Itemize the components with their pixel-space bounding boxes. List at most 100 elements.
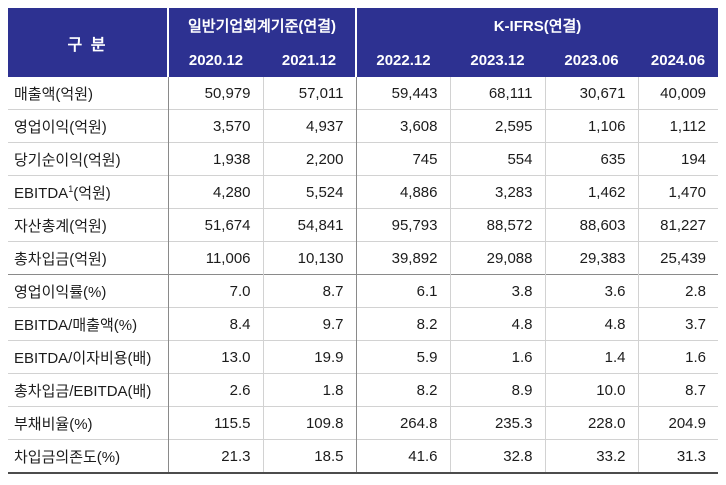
cell-value: 4.8 bbox=[544, 307, 638, 341]
table-row: 차입금의존도(%) 21.3 18.5 41.6 32.8 33.2 31.3 bbox=[8, 439, 719, 473]
cell-value: 21.3 bbox=[167, 439, 263, 473]
cell-value: 10,130 bbox=[262, 241, 356, 275]
cell-value: 1,938 bbox=[167, 142, 263, 176]
row-label: EBITDA1(억원) bbox=[14, 183, 111, 202]
cell-value: 8.2 bbox=[355, 307, 450, 341]
cell-value: 1.6 bbox=[449, 340, 545, 374]
cell-value: 8.2 bbox=[355, 373, 450, 407]
cell-value: 40,009 bbox=[637, 77, 719, 110]
cell-value: 635 bbox=[544, 142, 638, 176]
row-label: 부채비율(%) bbox=[14, 415, 93, 433]
cell-value: 11,006 bbox=[167, 241, 263, 275]
cell-value: 88,603 bbox=[544, 208, 638, 242]
table-row: EBITDA1(억원) 4,280 5,524 4,886 3,283 1,462 1,47… bbox=[8, 175, 719, 209]
cell-value: 1.4 bbox=[544, 340, 638, 374]
cell-value: 88,572 bbox=[449, 208, 545, 242]
cell-value: 554 bbox=[449, 142, 545, 176]
header-group-row: 구 분 일반기업회계기준(연결) K-IFRS(연결) bbox=[8, 8, 719, 77]
cell-value: 29,088 bbox=[449, 241, 545, 275]
row-label: 영업이익(억원) bbox=[14, 118, 107, 136]
cell-value: 1,470 bbox=[637, 175, 719, 209]
cell-value: 30,671 bbox=[544, 77, 638, 110]
cell-value: 4.8 bbox=[449, 307, 545, 341]
row-label: EBITDA/매출액(%) bbox=[14, 316, 138, 334]
cell-value: 95,793 bbox=[355, 208, 450, 242]
cell-value: 745 bbox=[355, 142, 450, 176]
header-group-kgaap: 일반기업회계기준(연결) bbox=[167, 8, 356, 43]
cell-value: 2.8 bbox=[637, 274, 719, 308]
cell-value: 31.3 bbox=[637, 439, 719, 473]
header-category: 구 분 bbox=[8, 8, 168, 77]
row-label: EBITDA/이자비용(배) bbox=[14, 349, 152, 367]
cell-value: 54,841 bbox=[262, 208, 356, 242]
header-col-2023-06: 2023.06 bbox=[545, 43, 638, 77]
table-row: 당기순이익(억원) 1,938 2,200 745 554 635 194 bbox=[8, 142, 719, 176]
cell-value: 2,200 bbox=[262, 142, 356, 176]
cell-value: 32.8 bbox=[449, 439, 545, 473]
cell-value: 204.9 bbox=[637, 406, 719, 440]
cell-value: 4,886 bbox=[355, 175, 450, 209]
header-col-2024-06: 2024.06 bbox=[638, 43, 719, 77]
report-page: 구 분 일반기업회계기준(연결) K-IFRS(연결) 2020.12 2021… bbox=[0, 8, 726, 485]
header-col-2023-12: 2023.12 bbox=[450, 43, 545, 77]
table-header: 구 분 일반기업회계기준(연결) K-IFRS(연결) 2020.12 2021… bbox=[8, 8, 719, 77]
row-label: 당기순이익(억원) bbox=[14, 151, 121, 169]
table-row: 자산총계(억원) 51,674 54,841 95,793 88,572 88,603 81… bbox=[8, 208, 719, 242]
row-label: 영업이익률(%) bbox=[14, 283, 107, 301]
cell-value: 4,937 bbox=[262, 109, 356, 143]
cell-value: 33.2 bbox=[544, 439, 638, 473]
cell-value: 2,595 bbox=[449, 109, 545, 143]
cell-value: 57,011 bbox=[262, 77, 356, 110]
cell-value: 5.9 bbox=[355, 340, 450, 374]
cell-value: 19.9 bbox=[262, 340, 356, 374]
cell-value: 8.7 bbox=[637, 373, 719, 407]
table-row: 영업이익(억원) 3,570 4,937 3,608 2,595 1,106 1,112 bbox=[8, 109, 719, 143]
cell-value: 50,979 bbox=[167, 77, 263, 110]
table-row: 총차입금(억원) 11,006 10,130 39,892 29,088 29,383 25… bbox=[8, 241, 719, 275]
cell-value: 5,524 bbox=[262, 175, 356, 209]
cell-value: 228.0 bbox=[544, 406, 638, 440]
cell-value: 9.7 bbox=[262, 307, 356, 341]
footnote-marker: 1 bbox=[68, 183, 74, 194]
cell-value: 1,462 bbox=[544, 175, 638, 209]
cell-value: 6.1 bbox=[355, 274, 450, 308]
cell-value: 3,283 bbox=[449, 175, 545, 209]
table-body: 매출액(억원) 50,979 57,011 59,443 68,111 30,671 40,… bbox=[8, 77, 719, 473]
cell-value: 3.7 bbox=[637, 307, 719, 341]
cell-value: 1.8 bbox=[262, 373, 356, 407]
cell-value: 41.6 bbox=[355, 439, 450, 473]
cell-value: 1.6 bbox=[637, 340, 719, 374]
cell-value: 10.0 bbox=[544, 373, 638, 407]
cell-value: 3.6 bbox=[544, 274, 638, 308]
cell-value: 29,383 bbox=[544, 241, 638, 275]
header-year-row: 2020.12 2021.12 2022.12 2023.12 2023.06 … bbox=[8, 43, 719, 77]
cell-value: 18.5 bbox=[262, 439, 356, 473]
cell-value: 81,227 bbox=[637, 208, 719, 242]
cell-value: 8.9 bbox=[449, 373, 545, 407]
financial-summary-table: 구 분 일반기업회계기준(연결) K-IFRS(연결) 2020.12 2021… bbox=[8, 8, 719, 474]
cell-value: 115.5 bbox=[167, 406, 263, 440]
cell-value: 109.8 bbox=[262, 406, 356, 440]
header-col-2021-12: 2021.12 bbox=[263, 43, 356, 77]
header-col-2022-12: 2022.12 bbox=[355, 43, 450, 77]
row-label: 총차입금(억원) bbox=[14, 250, 107, 268]
cell-value: 3,570 bbox=[167, 109, 263, 143]
cell-value: 7.0 bbox=[167, 274, 263, 308]
row-label: 자산총계(억원) bbox=[14, 217, 107, 235]
cell-value: 39,892 bbox=[355, 241, 450, 275]
cell-value: 1,112 bbox=[637, 109, 719, 143]
cell-value: 51,674 bbox=[167, 208, 263, 242]
table-row: 영업이익률(%) 7.0 8.7 6.1 3.8 3.6 2.8 bbox=[8, 274, 719, 308]
cell-value: 8.4 bbox=[167, 307, 263, 341]
cell-value: 25,439 bbox=[637, 241, 719, 275]
table-row: EBITDA/매출액(%) 8.4 9.7 8.2 4.8 4.8 3.7 bbox=[8, 307, 719, 341]
cell-value: 59,443 bbox=[355, 77, 450, 110]
table-row: EBITDA/이자비용(배) 13.0 19.9 5.9 1.6 1.4 1.6 bbox=[8, 340, 719, 374]
cell-value: 4,280 bbox=[167, 175, 263, 209]
table-row: 총차입금/EBITDA(배) 2.6 1.8 8.2 8.9 10.0 8.7 bbox=[8, 373, 719, 407]
table-row: 매출액(억원) 50,979 57,011 59,443 68,111 30,671 40,… bbox=[8, 77, 719, 110]
cell-value: 2.6 bbox=[167, 373, 263, 407]
cell-value: 1,106 bbox=[544, 109, 638, 143]
cell-value: 68,111 bbox=[449, 77, 545, 110]
table-row: 부채비율(%) 115.5 109.8 264.8 235.3 228.0 204.9 bbox=[8, 406, 719, 440]
